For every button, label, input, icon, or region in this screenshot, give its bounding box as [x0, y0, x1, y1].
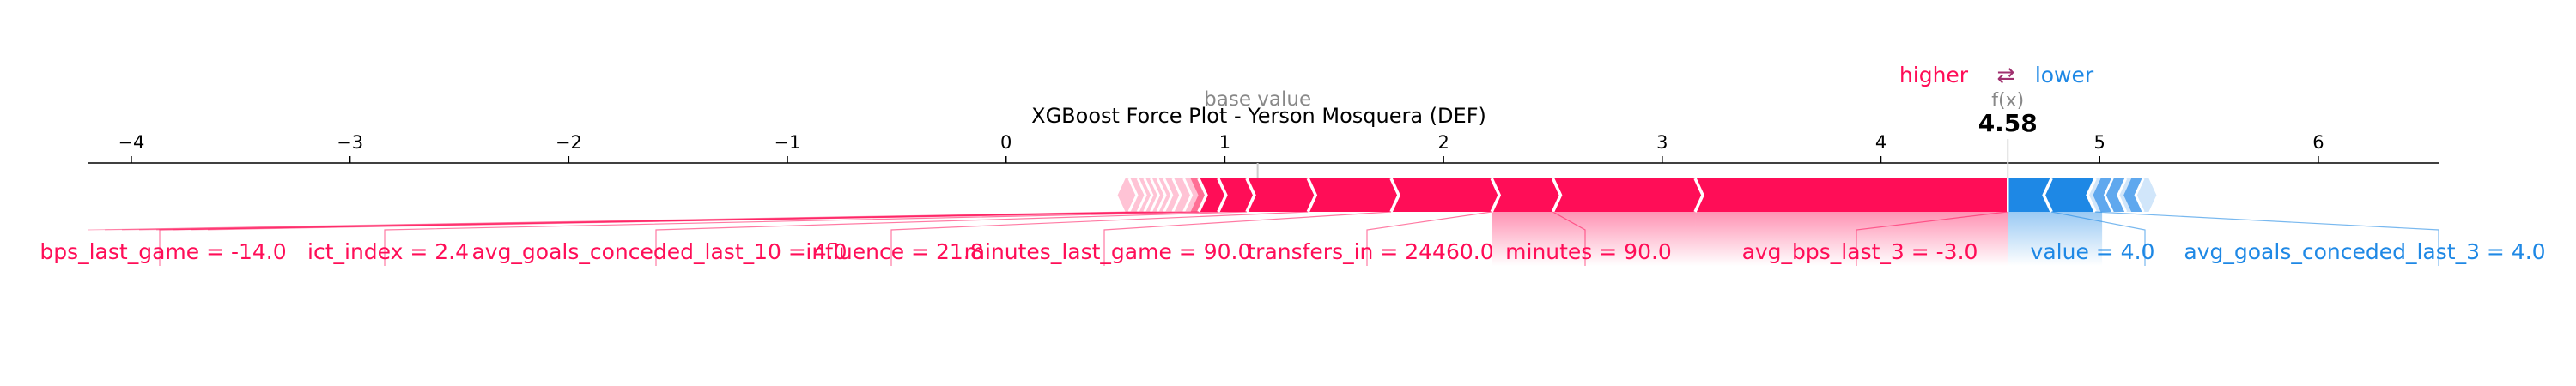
negative-connector — [2095, 211, 2439, 266]
positive-small-segment — [1163, 178, 1174, 213]
positive-segment-separator — [1306, 178, 1318, 213]
x-tick-label: 3 — [1656, 132, 1668, 153]
small-contribution-connector — [173, 211, 1166, 231]
legend: higher ⇄ lower — [1899, 63, 2094, 87]
small-contribution-connector — [87, 211, 1131, 231]
positive-segment-separator — [1693, 178, 1704, 213]
positive-segment-separator — [1490, 178, 1502, 213]
negative-small-separator — [2134, 178, 2145, 213]
small-contribution-connector — [155, 211, 1160, 231]
x-tick-label: 1 — [1219, 132, 1230, 153]
fx-label: f(x) — [1991, 90, 2024, 112]
negative-small-separator — [2103, 178, 2114, 213]
chart-title: XGBoost Force Plot - Yerson Mosquera (DE… — [1031, 104, 1486, 128]
positive-connector — [1103, 211, 1392, 266]
x-tick-label: −4 — [118, 132, 144, 153]
positive-small-segment — [1182, 178, 1194, 213]
negative-segment-separator — [2042, 178, 2053, 213]
fx-value: 4.58 — [1978, 109, 2038, 137]
positive-connector — [159, 211, 1199, 266]
feature-labels: avg_bps_last_3 = -3.0 minutes = 90.0 trans… — [39, 239, 2545, 264]
small-contribution-connector — [138, 211, 1153, 231]
negative-feature-label: avg_goals_conceded_last_3 = 4.0 — [2184, 239, 2545, 264]
x-tick-label: −3 — [337, 132, 363, 153]
positive-feature-label: minutes_last_game = 90.0 — [964, 239, 1252, 264]
positive-segment-separator — [1245, 178, 1256, 213]
label-fade — [1695, 212, 2008, 266]
base-value-label: base value — [1204, 88, 1311, 111]
label-fade — [1492, 212, 1696, 266]
positive-feature-label: ict_index = 2.4 — [307, 239, 469, 264]
value-markers — [1256, 139, 2009, 178]
legend-arrows-icon: ⇄ — [1997, 63, 2015, 87]
positive-segment-separator — [1197, 178, 1208, 213]
small-contribution-connector — [104, 211, 1140, 231]
positive-feature-label: avg_goals_conceded_last_10 = 4.0 — [471, 239, 847, 264]
x-tick-label: −2 — [556, 132, 582, 153]
x-tick-label: 0 — [1000, 132, 1012, 153]
positive-feature-label: bps_last_game = -14.0 — [39, 239, 286, 264]
positive-segment-separator — [1389, 178, 1400, 213]
positive-small-segment — [1136, 178, 1147, 213]
negative-force-bar — [2008, 178, 2096, 212]
small-contribution-connector — [207, 211, 1186, 231]
positive-small-segment — [1143, 178, 1154, 213]
negative-connector — [2051, 211, 2146, 266]
x-tick-label: 2 — [1437, 132, 1449, 153]
positive-connector — [890, 211, 1309, 266]
x-tick-label: 4 — [1875, 132, 1886, 153]
positive-small-segment — [1127, 178, 1139, 213]
positive-feature-label: influence = 21.8 — [805, 239, 983, 264]
legend-higher: higher — [1899, 63, 1969, 87]
positive-feature-label: minutes = 90.0 — [1505, 239, 1672, 264]
positive-connector — [1856, 211, 2008, 266]
positive-feature-label: transfers_in = 24460.0 — [1247, 239, 1493, 264]
positive-small-segment — [1171, 178, 1182, 213]
positive-segment-separator — [1551, 178, 1563, 213]
positive-small-segment — [1156, 178, 1167, 213]
negative-feature-label: value = 4.0 — [2031, 239, 2155, 264]
label-fade — [2008, 212, 2103, 266]
label-connectors — [87, 211, 2439, 266]
positive-feature-label: avg_bps_last_3 = -3.0 — [1742, 239, 1978, 264]
legend-lower: lower — [2035, 63, 2094, 87]
x-axis: −4 −3 −2 −1 0 1 2 3 4 5 6 — [88, 132, 2439, 164]
positive-force-bar — [1198, 178, 2008, 212]
positive-connector — [1552, 211, 1586, 266]
x-tick-label: −1 — [775, 132, 801, 153]
force-bars — [1127, 178, 2145, 213]
small-contribution-connector — [121, 211, 1146, 231]
small-contribution-connector — [190, 211, 1175, 231]
negative-small-separator — [2117, 178, 2128, 213]
label-fades — [1492, 212, 2103, 266]
positive-small-segment — [1150, 178, 1161, 213]
x-tick-label: 6 — [2312, 132, 2324, 153]
positive-connector — [1366, 211, 1492, 266]
positive-connector — [384, 211, 1218, 266]
positive-segment-separator — [1217, 178, 1228, 213]
x-tick-label: 5 — [2094, 132, 2105, 153]
negative-segment-separator — [2086, 178, 2097, 213]
positive-connector — [655, 211, 1247, 266]
